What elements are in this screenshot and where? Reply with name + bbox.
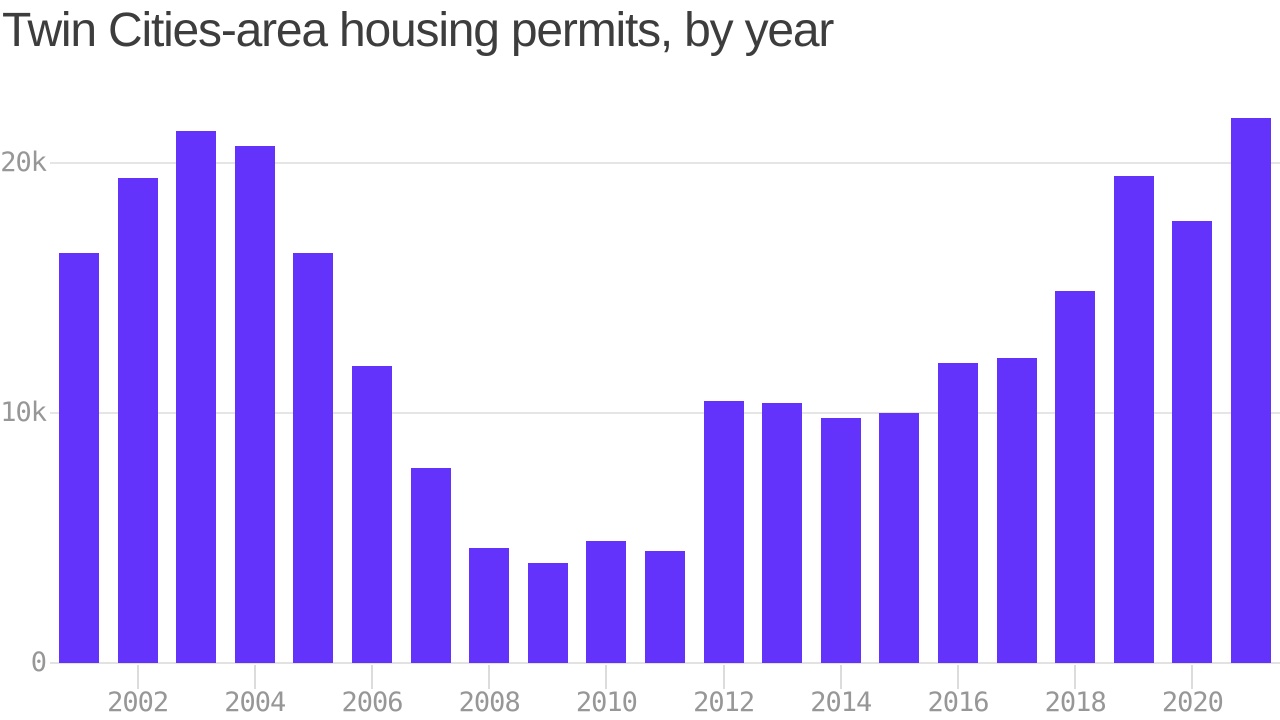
x-axis-tick-2012 (722, 665, 725, 689)
bar-2007 (410, 468, 451, 663)
x-axis-tick-2004 (253, 665, 256, 689)
x-axis-tick-label: 2012 (693, 687, 755, 718)
y-axis-tick-label: 20k (0, 147, 47, 178)
bar-2018 (1055, 290, 1096, 663)
bar-2017 (996, 358, 1037, 663)
gridline-20k (50, 162, 1280, 164)
y-axis-tick-label: 10k (0, 397, 47, 428)
gridline-10k (50, 412, 1280, 414)
bar-2004 (234, 145, 275, 663)
x-axis-tick-2018 (1074, 665, 1077, 689)
x-axis-tick-label: 2002 (107, 687, 169, 718)
bar-2014 (820, 418, 861, 663)
bar-2010 (586, 540, 627, 663)
bar-2021 (1231, 118, 1271, 663)
x-axis-tick-label: 2008 (458, 687, 521, 718)
x-axis-tick-2010 (605, 665, 608, 689)
bar-2016 (938, 363, 978, 663)
bar-2015 (879, 413, 920, 663)
x-axis-tick-label: 2014 (810, 687, 872, 718)
x-axis-tick-label: 2018 (1044, 687, 1107, 718)
bar-2002 (117, 178, 158, 663)
x-axis-tick-2020 (1191, 665, 1194, 689)
bar-2019 (1113, 175, 1154, 663)
bar-2006 (352, 365, 392, 663)
x-axis-tick-label: 2004 (224, 687, 286, 718)
bar-2011 (645, 550, 685, 663)
x-axis-tick-2008 (488, 665, 491, 689)
x-axis-tick-2014 (839, 665, 842, 689)
x-axis-tick-label: 2020 (1161, 687, 1224, 718)
chart-title: Twin Cities-area housing permits, by yea… (2, 4, 834, 57)
bar-2009 (527, 563, 568, 663)
bar-2008 (469, 548, 510, 663)
x-axis-tick-label: 2016 (927, 687, 989, 718)
y-axis-tick-label: 0 (30, 647, 47, 678)
x-axis-tick-label: 2010 (575, 687, 638, 718)
bar-2001 (59, 253, 99, 663)
x-axis-tick-2002 (136, 665, 139, 689)
bar-2005 (293, 253, 334, 663)
bar-2003 (176, 130, 217, 663)
bar-2020 (1172, 220, 1213, 663)
bar-2013 (762, 403, 803, 663)
bar-2012 (703, 400, 744, 663)
x-axis-tick-2006 (371, 665, 373, 689)
x-axis-baseline (50, 662, 1280, 664)
x-axis-tick-2016 (957, 665, 959, 689)
x-axis-tick-label: 2006 (341, 687, 403, 718)
